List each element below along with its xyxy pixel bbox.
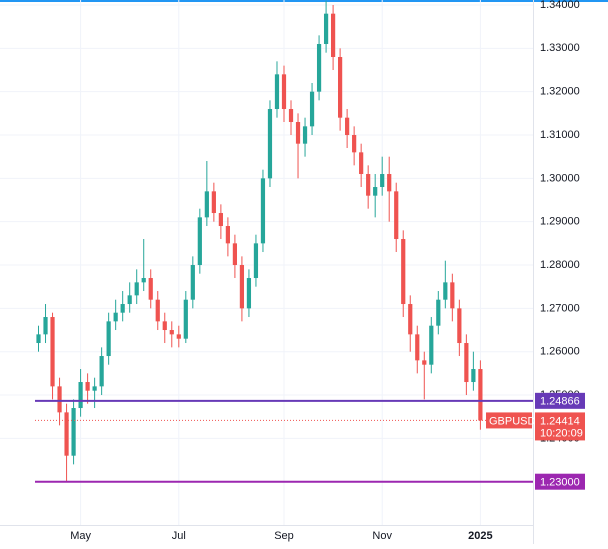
candle-body [415,334,420,361]
candle-body [225,226,230,244]
candle-body [359,152,364,175]
candle-body [422,360,427,365]
candle-body [366,174,371,196]
candle-body [330,13,336,58]
candle-body [127,295,132,305]
candle-body [387,174,392,192]
y-tick-label: 1.27000 [540,302,580,314]
candle-body [274,74,280,110]
top-border [0,0,608,2]
candle-body [302,126,308,144]
candle-body [338,57,343,118]
candle-body [43,317,48,335]
candle-body [64,412,69,456]
candle-body [162,321,167,331]
candle-body [106,321,111,357]
candle-body [113,312,118,322]
candle-body [443,282,448,300]
candle-body [295,122,301,144]
candle-body [36,334,41,344]
countdown-label: 10:20:09 [540,427,583,439]
candle-body [190,265,195,300]
candle-body [50,317,55,387]
candle-body [267,109,273,179]
y-tick-label: 1.26000 [540,346,580,358]
candle-body [155,299,160,322]
y-tick-label: 1.29000 [540,216,580,228]
x-tick-label: Sep [274,530,294,542]
candle-body [478,369,483,421]
candle-body [120,304,125,313]
x-tick-label: Nov [372,530,392,542]
candle-body [408,304,413,335]
last-price-box [535,412,585,441]
candle-body [85,382,90,391]
candle-body [78,382,83,409]
symbol-box [486,412,532,429]
y-tick-label: 1.31000 [540,129,580,141]
candle-body [352,135,357,153]
candle-body [436,299,441,326]
candle-body [260,178,266,244]
x-tick-label: May [70,530,91,542]
candle-body [464,343,469,383]
price-label-box [535,392,585,409]
candle-body [141,278,146,283]
candle-body [218,213,223,227]
candle-body [99,356,104,387]
candle-body [457,308,462,344]
candle-body [316,44,322,92]
y-tick-label: 1.30000 [540,172,580,184]
price-label: 1.24866 [540,396,580,408]
price-label: 1.23000 [540,477,580,489]
candle-body [281,74,287,110]
price-label-box [535,473,585,490]
candle-body [345,117,350,136]
candle-body [71,408,76,456]
candle-body [176,334,181,339]
candle-body [197,217,202,266]
candle-body [471,369,476,383]
candle-body [323,13,329,45]
candle-body [309,91,315,127]
candle-body [92,386,97,391]
y-tick-label: 1.34000 [540,0,580,11]
candle-body [253,243,259,279]
candle-body [429,325,434,365]
candle-body [239,265,245,309]
candle-body [373,187,378,196]
x-tick-label: Jul [172,530,186,542]
candle-body [232,243,238,266]
candle-body [246,278,252,309]
candle-body [134,282,139,296]
y-tick-label: 1.33000 [540,42,580,54]
candle-body [183,299,188,339]
y-tick-label: 1.28000 [540,259,580,271]
x-tick-label: 2025 [468,530,492,542]
candle-body [288,109,294,123]
candle-body [211,191,216,214]
candle-body [401,239,406,305]
candle-body [57,386,62,413]
candle-body [148,278,153,300]
candle-body [169,330,174,335]
candle-body [394,191,399,240]
y-tick-label: 1.32000 [540,86,580,98]
candle-body [380,174,385,188]
last-price-label: 1.24414 [540,415,580,427]
candle-body [204,191,209,218]
symbol-label: GBPUSD [489,415,536,427]
candle-body [450,282,455,309]
